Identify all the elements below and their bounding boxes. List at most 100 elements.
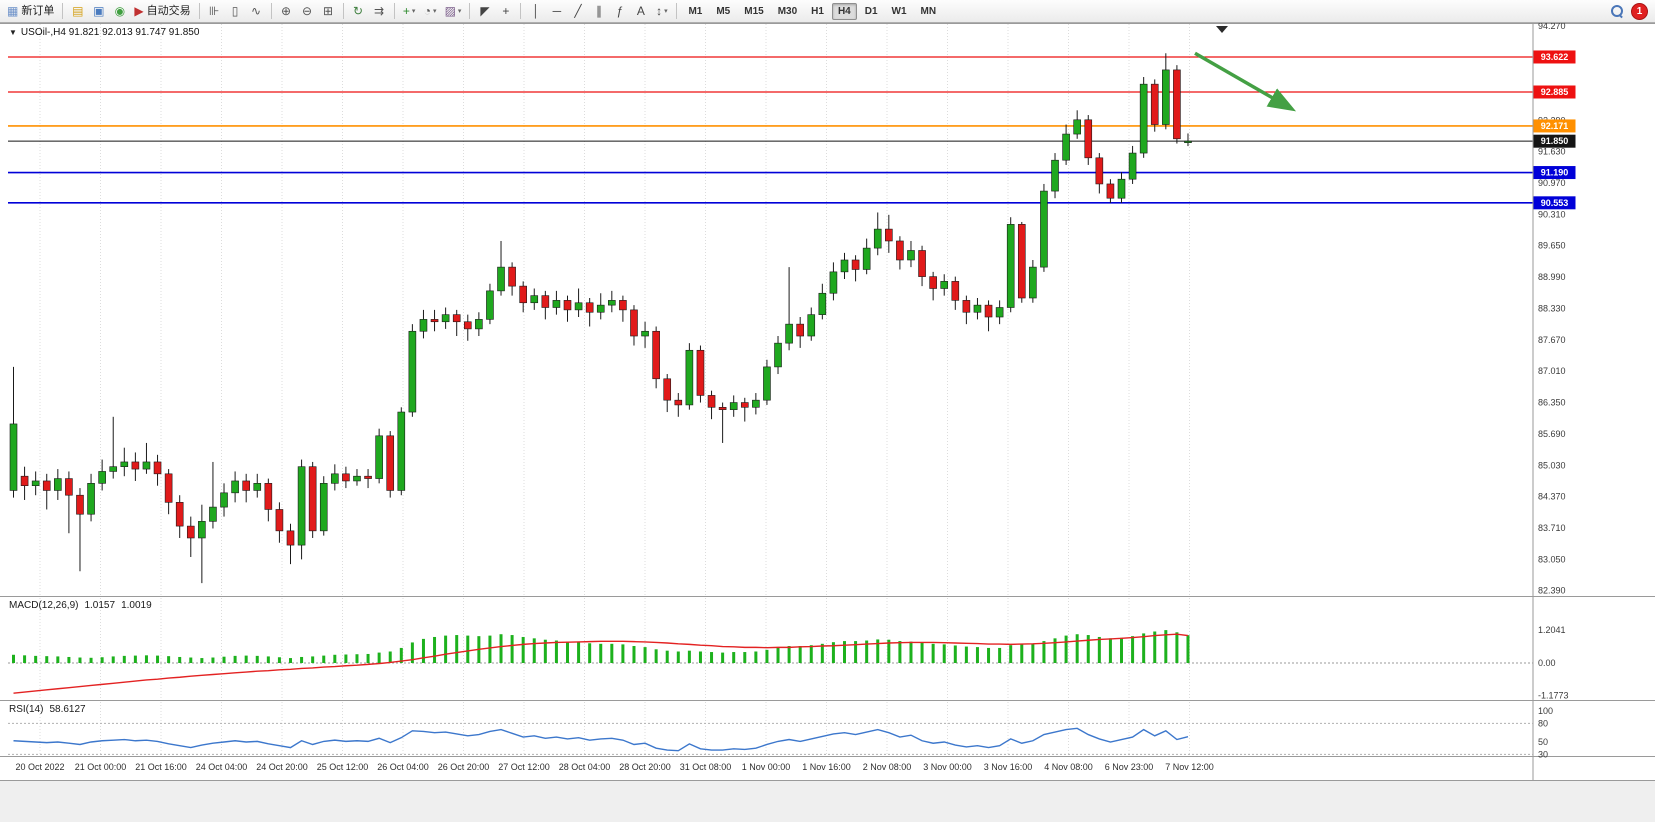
chart-dropdown-icon[interactable]: ▼ bbox=[9, 28, 17, 37]
zoom-in-icon: ⊕ bbox=[281, 4, 292, 18]
chart-shift-icon[interactable]: ⇉ bbox=[370, 2, 389, 21]
macd-signal-line bbox=[13, 633, 1189, 694]
vertical-line-icon[interactable]: │ bbox=[526, 2, 545, 21]
toolbar-separator bbox=[62, 3, 64, 19]
chart-shift-icon: ⇉ bbox=[374, 4, 385, 18]
auto-scroll-icon[interactable]: ↻ bbox=[349, 2, 368, 21]
svg-text:91.630: 91.630 bbox=[1538, 147, 1566, 157]
line-chart-icon: ∿ bbox=[251, 4, 262, 18]
timeframe-button-m15[interactable]: M15 bbox=[738, 3, 769, 20]
svg-text:90.310: 90.310 bbox=[1538, 209, 1566, 219]
rsi-name: RSI(14) bbox=[9, 704, 44, 715]
tile-windows-icon[interactable]: ⊞ bbox=[319, 2, 338, 21]
toolbar-separator bbox=[393, 3, 395, 19]
arrows-icon: ↕ bbox=[656, 4, 663, 18]
market-watch-icon[interactable]: ▣ bbox=[89, 2, 108, 21]
chevron-down-icon: ▾ bbox=[457, 7, 462, 15]
timeframe-button-m30[interactable]: M30 bbox=[772, 3, 803, 20]
rsi-indicator: 100 80 50 30 bbox=[8, 706, 1553, 759]
candles bbox=[9, 53, 1192, 584]
horizontal-line-icon[interactable]: ─ bbox=[547, 2, 566, 21]
cursor-icon[interactable]: ◤ bbox=[475, 2, 494, 21]
svg-text:100: 100 bbox=[1538, 706, 1553, 716]
panel-borders bbox=[0, 23, 1655, 781]
chevron-down-icon: ▾ bbox=[411, 7, 416, 15]
svg-text:93.622: 93.622 bbox=[1541, 52, 1569, 62]
fibonacci-icon: ƒ bbox=[616, 4, 624, 18]
timeframe-button-mn[interactable]: MN bbox=[915, 3, 943, 20]
chevron-down-icon: ▾ bbox=[664, 7, 668, 15]
templates-icon[interactable]: ▨ ▾ bbox=[442, 2, 465, 21]
trend-arrow-annotation[interactable] bbox=[1194, 51, 1297, 112]
chart-shift-marker[interactable] bbox=[1216, 26, 1228, 33]
price-badge bbox=[1533, 85, 1576, 99]
zoom-out-icon[interactable]: ⊖ bbox=[298, 2, 317, 21]
svg-text:20 Oct 2022: 20 Oct 2022 bbox=[15, 762, 64, 772]
timeframe-button-w1[interactable]: W1 bbox=[886, 3, 913, 20]
svg-text:84.370: 84.370 bbox=[1538, 492, 1566, 502]
toolbar-separator bbox=[198, 3, 200, 19]
timeframe-button-d1[interactable]: D1 bbox=[859, 3, 884, 20]
market-watch-icon: ▣ bbox=[93, 4, 105, 18]
line-chart-icon[interactable]: ∿ bbox=[247, 2, 266, 21]
svg-text:30: 30 bbox=[1538, 749, 1548, 759]
svg-text:82.390: 82.390 bbox=[1538, 586, 1566, 596]
svg-text:26 Oct 20:00: 26 Oct 20:00 bbox=[438, 762, 490, 772]
svg-text:24 Oct 20:00: 24 Oct 20:00 bbox=[256, 762, 308, 772]
svg-text:28 Oct 04:00: 28 Oct 04:00 bbox=[559, 762, 611, 772]
svg-text:6 Nov 23:00: 6 Nov 23:00 bbox=[1105, 762, 1154, 772]
price-badges: 93.622 92.885 92.171 91.850 91.190 90.553 bbox=[1533, 50, 1576, 210]
timeframe-button-h4[interactable]: H4 bbox=[831, 2, 857, 20]
svg-text:26 Oct 04:00: 26 Oct 04:00 bbox=[377, 762, 429, 772]
macd-main-value: 1.0157 bbox=[84, 600, 116, 611]
arrows-icon[interactable]: ↕ ▾ bbox=[652, 2, 671, 21]
text-icon[interactable]: A bbox=[631, 2, 650, 21]
price-badge bbox=[1533, 119, 1576, 133]
svg-text:87.670: 87.670 bbox=[1538, 335, 1566, 345]
indicators-icon: + bbox=[402, 4, 410, 18]
toolbar-separator bbox=[270, 3, 272, 19]
svg-text:-1.1773: -1.1773 bbox=[1538, 690, 1569, 700]
crosshair-icon: + bbox=[502, 4, 510, 18]
channel-icon[interactable]: ∥ bbox=[589, 2, 608, 21]
candlestick-chart-icon[interactable]: ▯ bbox=[226, 2, 245, 21]
autotrading-button[interactable]: ▶ 自动交易 bbox=[131, 2, 193, 21]
bar-chart-icon[interactable]: ⊪ bbox=[205, 2, 224, 21]
svg-text:28 Oct 20:00: 28 Oct 20:00 bbox=[619, 762, 671, 772]
rsi-value: 58.6127 bbox=[49, 704, 86, 715]
toolbar: ▦ 新订单 ▤ ▣ ◉ ▶ 自动交易 ⊪ ▯ ∿ ⊕ ⊖ ⊞ ↻ ⇉ + ▾ ◔ ▾ ▨ ▾ ◤ + │ ─ ╱ ∥ ƒ A ↕ ▾ M1 M5… bbox=[0, 0, 1655, 23]
svg-text:1.2041: 1.2041 bbox=[1538, 625, 1566, 635]
svg-text:1 Nov 16:00: 1 Nov 16:00 bbox=[802, 762, 851, 772]
svg-text:1 Nov 00:00: 1 Nov 00:00 bbox=[742, 762, 791, 772]
macd-signal-value: 1.0019 bbox=[121, 600, 152, 611]
navigator-icon[interactable]: ◉ bbox=[110, 2, 129, 21]
svg-text:91.850: 91.850 bbox=[1541, 136, 1569, 146]
svg-text:21 Oct 00:00: 21 Oct 00:00 bbox=[75, 762, 127, 772]
chevron-down-icon: ▾ bbox=[432, 7, 437, 15]
new-order-button[interactable]: ▦ 新订单 bbox=[4, 2, 57, 21]
rsi-label: RSI(14) 58.6127 bbox=[9, 704, 86, 715]
auto-scroll-icon: ↻ bbox=[353, 4, 364, 18]
time-axis: 20 Oct 2022 21 Oct 00:00 21 Oct 16:00 24 Oc… bbox=[15, 762, 1213, 772]
periods-icon[interactable]: ◔ ▾ bbox=[421, 2, 440, 21]
charts-icon[interactable]: ▤ bbox=[68, 2, 87, 21]
notification-badge[interactable]: 1 bbox=[1631, 2, 1648, 20]
timeframe-button-h1[interactable]: H1 bbox=[805, 3, 830, 20]
svg-text:27 Oct 12:00: 27 Oct 12:00 bbox=[498, 762, 550, 772]
toolbar-right: 1 bbox=[1611, 2, 1652, 20]
trendline-icon[interactable]: ╱ bbox=[568, 2, 587, 21]
toolbar-separator bbox=[469, 3, 471, 19]
chart-title: ▼ USOil-,H4 91.821 92.013 91.747 91.850 bbox=[9, 27, 199, 38]
fibonacci-icon[interactable]: ƒ bbox=[610, 2, 629, 21]
horizontal-lines[interactable] bbox=[8, 56, 1533, 204]
crosshair-icon[interactable]: + bbox=[496, 2, 515, 21]
zoom-in-icon[interactable]: ⊕ bbox=[277, 2, 296, 21]
search-icon[interactable] bbox=[1611, 5, 1623, 17]
timeframe-button-m5[interactable]: M5 bbox=[710, 3, 736, 20]
timeframe-button-m1[interactable]: M1 bbox=[682, 3, 708, 20]
indicators-icon[interactable]: + ▾ bbox=[400, 2, 419, 21]
svg-text:88.990: 88.990 bbox=[1538, 272, 1566, 282]
svg-text:25 Oct 12:00: 25 Oct 12:00 bbox=[317, 762, 369, 772]
